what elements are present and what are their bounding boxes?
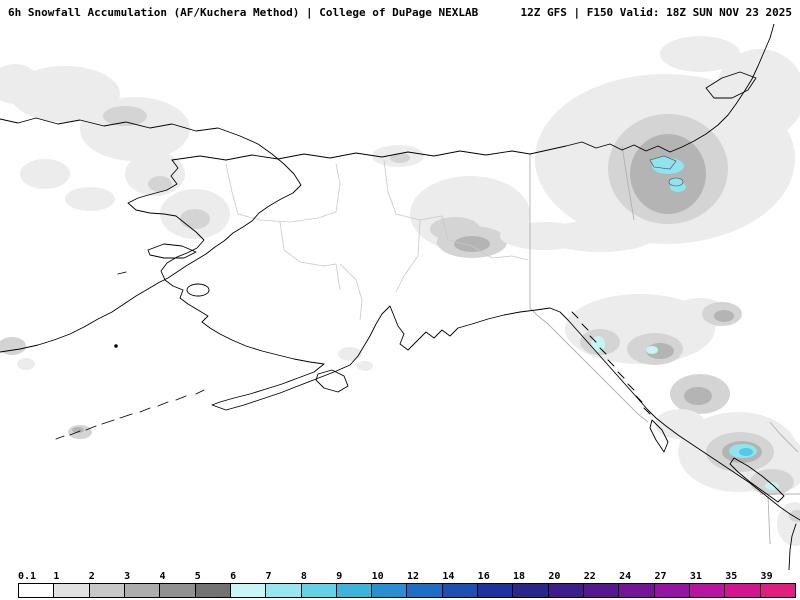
- colorbar-segment: [584, 584, 620, 597]
- colorbar-segment: [654, 584, 690, 597]
- colorbar-segment: [478, 584, 514, 597]
- colorbar-label: 4: [159, 571, 166, 582]
- colorbar-label: 5: [194, 571, 201, 582]
- colorbar-segment: [619, 584, 655, 597]
- colorbar-segment: [372, 584, 408, 597]
- colorbar-segment: [301, 584, 337, 597]
- colorbar-labels: 0.1 1 2 3 4 5 6 7 8 9 10 12 14 16 18 20 22 24 27 31 35 39: [18, 571, 796, 583]
- political-borders: [529, 145, 800, 545]
- colorbar-label: 12: [406, 571, 419, 582]
- forecast-map: [0, 24, 800, 570]
- bc-interior-border: [769, 421, 799, 453]
- colorbar-bar: [18, 583, 796, 598]
- colorbar-label: 20: [548, 571, 561, 582]
- colorbar-segment: [407, 584, 443, 597]
- colorbar-segment: [548, 584, 584, 597]
- colorbar-label: 18: [513, 571, 526, 582]
- colorbar-label: 1: [53, 571, 60, 582]
- colorbar-segment: [54, 584, 90, 597]
- yukon-nwt-border: [621, 145, 635, 221]
- colorbar-segment: [336, 584, 373, 597]
- coastline-washington: [788, 523, 797, 570]
- arctic-island: [705, 71, 757, 99]
- title-bar: 6h Snowfall Accumulation (AF/Kuchera Met…: [0, 0, 800, 24]
- colorbar-segment: [160, 584, 196, 597]
- colorbar-label: 2: [88, 571, 95, 582]
- island-haida-gwaii: [649, 419, 669, 453]
- island-pribilof: [114, 344, 118, 348]
- colorbar-label: 10: [371, 571, 384, 582]
- colorbar-label: 0.1: [18, 571, 37, 582]
- island-st-lawrence: [147, 243, 197, 259]
- snowfall-shading: [0, 36, 800, 546]
- colorbar-label: 8: [300, 571, 307, 582]
- island-vancouver: [729, 457, 785, 503]
- island-st-matthew: [117, 271, 127, 275]
- colorbar: 0.1 1 2 3 4 5 6 7 8 9 10 12 14 16 18 20 22 24 27 31 35 39: [0, 570, 800, 598]
- colorbar-segment: [89, 584, 125, 597]
- coastline-alaska-north: [171, 24, 775, 161]
- colorbar-segment: [725, 584, 761, 597]
- mackenzie-lakes: [649, 155, 684, 187]
- colorbar-segment: [266, 584, 302, 597]
- colorbar-segment: [442, 584, 479, 597]
- colorbar-label: 14: [442, 571, 455, 582]
- colorbar-label: 9: [336, 571, 343, 582]
- colorbar-segment: [230, 584, 267, 597]
- colorbar-segment: [124, 584, 161, 597]
- colorbar-segment: [195, 584, 231, 597]
- interior-boundaries: [225, 159, 529, 321]
- aleutian-islands: [55, 389, 205, 440]
- coastlines: [0, 24, 800, 570]
- colorbar-label: 24: [619, 571, 632, 582]
- colorbar-label: 35: [725, 571, 738, 582]
- colorbar-label: 27: [654, 571, 667, 582]
- model-valid-time: 12Z GFS | F150 Valid: 18Z SUN NOV 23 202…: [520, 6, 792, 19]
- colorbar-label: 22: [583, 571, 596, 582]
- colorbar-label: 39: [760, 571, 773, 582]
- alaska-bc-border: [529, 307, 649, 423]
- colorbar-segment: [689, 584, 726, 597]
- colorbar-segment: [19, 584, 55, 597]
- colorbar-label: 16: [477, 571, 490, 582]
- colorbar-segment: [513, 584, 549, 597]
- colorbar-label: 7: [265, 571, 272, 582]
- product-title: 6h Snowfall Accumulation (AF/Kuchera Met…: [8, 6, 479, 19]
- colorbar-label: 6: [230, 571, 237, 582]
- panhandle-islands: [571, 311, 651, 415]
- map-area: [0, 24, 800, 570]
- colorbar-label: 3: [124, 571, 131, 582]
- island-nunivak: [186, 283, 210, 297]
- coastline-siberia: [0, 117, 302, 353]
- coastline-alaska-west-south: [127, 159, 800, 521]
- island-kodiak: [315, 369, 349, 393]
- colorbar-segment: [760, 584, 795, 597]
- colorbar-label: 31: [689, 571, 702, 582]
